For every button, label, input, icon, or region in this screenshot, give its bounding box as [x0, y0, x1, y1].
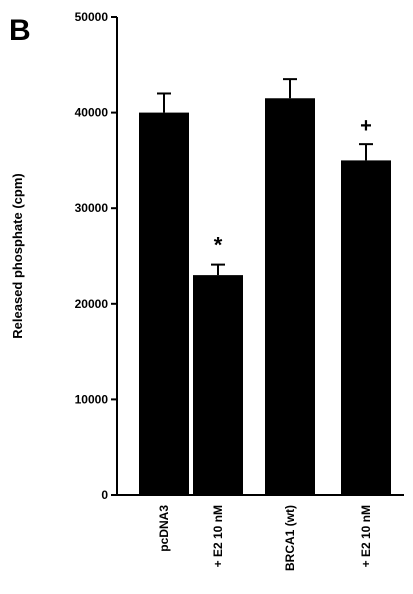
bar: [265, 98, 315, 495]
significance-marker: +: [360, 115, 372, 137]
y-tick-label: 20000: [75, 297, 109, 311]
category-label: BRCA1 (wt): [283, 505, 297, 571]
significance-marker: *: [214, 233, 223, 258]
y-axis-label: Released phosphate (cpm): [10, 173, 25, 338]
y-tick-label: 30000: [75, 201, 109, 215]
bar: [139, 112, 189, 495]
panel-label: B: [9, 14, 31, 47]
y-tick-label: 50000: [75, 10, 109, 24]
category-label: pcDNA3: [157, 505, 171, 552]
category-labels: pcDNA3 + E2 10 nM BRCA1 (wt) + E2 10 nM: [157, 505, 373, 571]
y-ticks: 0 10000 20000 30000 40000 50000: [75, 10, 117, 502]
category-label: + E2 10 nM: [211, 505, 225, 567]
y-tick-label: 40000: [75, 106, 109, 120]
bar: [193, 275, 243, 495]
category-label: + E2 10 nM: [359, 505, 373, 567]
bar: [341, 160, 391, 495]
bars: *+: [139, 78, 391, 495]
y-tick-label: 10000: [75, 392, 109, 406]
y-tick-label: 0: [101, 488, 108, 502]
